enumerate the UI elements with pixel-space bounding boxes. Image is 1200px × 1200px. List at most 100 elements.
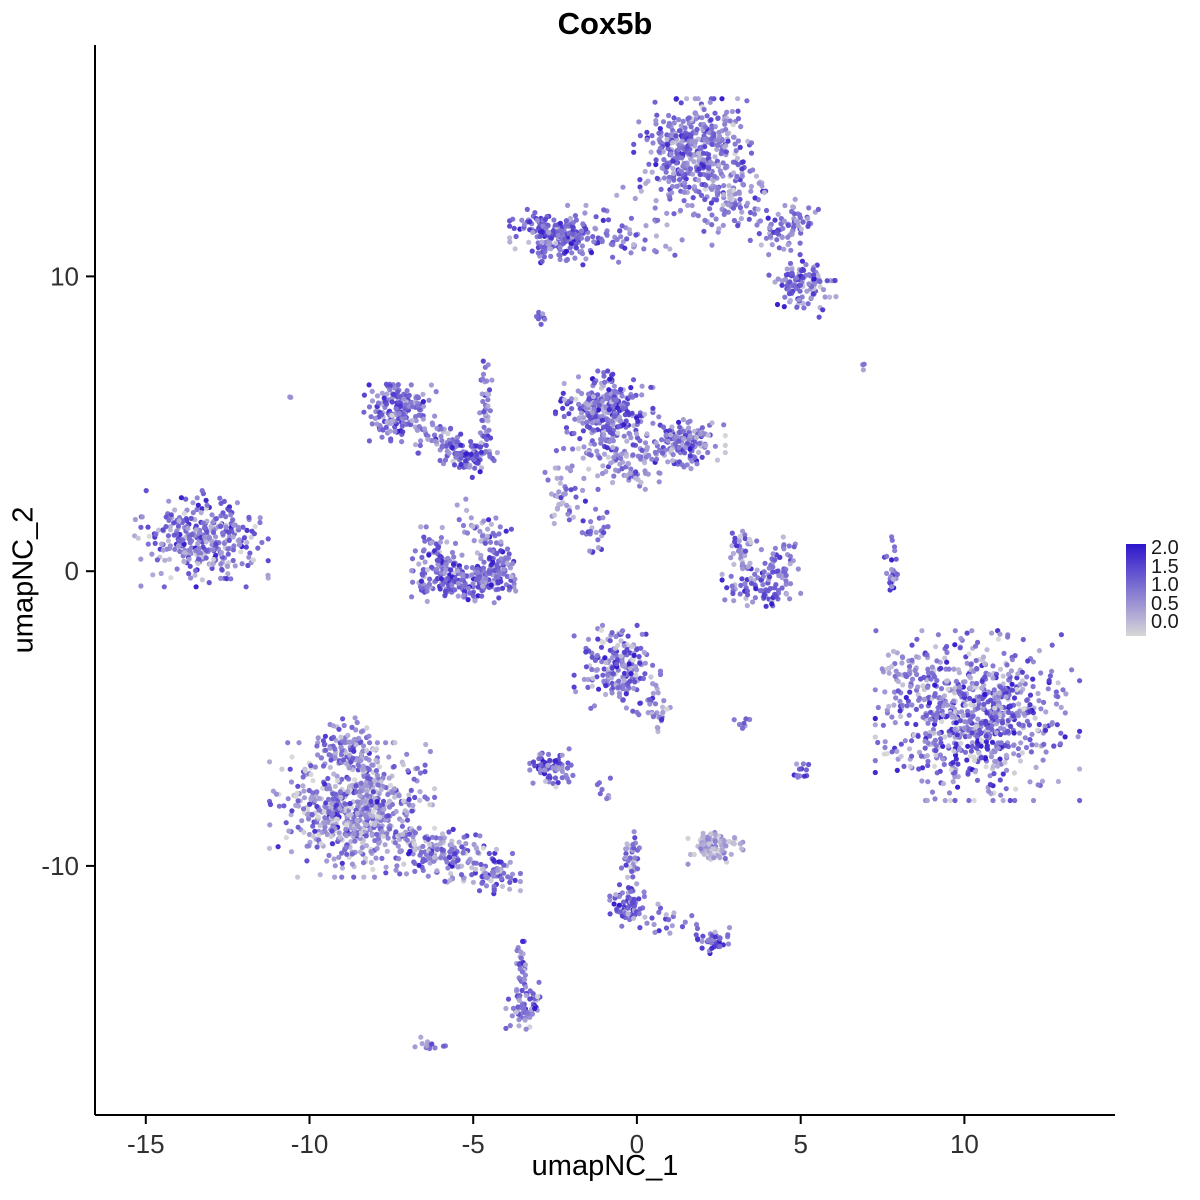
data-point [715, 115, 721, 121]
data-point [654, 456, 660, 462]
data-point [704, 113, 710, 119]
data-point [774, 301, 781, 308]
data-point [634, 709, 640, 715]
data-point [891, 702, 897, 708]
data-point [557, 256, 563, 263]
data-point [637, 177, 643, 183]
data-point [689, 138, 695, 145]
data-point [691, 211, 698, 217]
data-point [753, 173, 760, 179]
data-point [223, 524, 229, 530]
data-point [178, 495, 184, 501]
data-point [675, 156, 681, 162]
data-point [213, 541, 219, 547]
data-point [332, 783, 338, 790]
data-point [1009, 657, 1016, 663]
data-point [466, 464, 473, 470]
data-point [971, 757, 978, 764]
data-point [984, 710, 990, 716]
data-point [588, 452, 594, 458]
data-point [761, 591, 768, 598]
data-point [354, 822, 360, 828]
data-point [724, 131, 731, 137]
data-point [539, 229, 545, 235]
data-point [941, 693, 948, 699]
data-point [374, 845, 380, 852]
data-point [438, 855, 444, 861]
data-point [370, 866, 376, 873]
data-point [504, 546, 511, 552]
data-point [709, 141, 715, 147]
data-point [981, 701, 987, 708]
data-point [906, 746, 913, 752]
data-point [351, 831, 357, 837]
data-point [1004, 767, 1010, 773]
data-point [374, 746, 380, 752]
data-point [343, 822, 350, 828]
data-point [199, 577, 205, 583]
data-point [635, 418, 641, 424]
data-point [300, 783, 306, 789]
data-point [576, 415, 582, 421]
data-point [757, 218, 764, 224]
data-point [627, 470, 633, 476]
data-point [135, 535, 141, 541]
data-point [232, 563, 238, 569]
data-point [653, 157, 659, 163]
data-point [436, 557, 442, 563]
data-point [551, 217, 557, 223]
data-point [657, 145, 664, 151]
data-point [381, 395, 387, 401]
data-point [611, 473, 617, 479]
data-point [310, 790, 316, 796]
data-point [614, 192, 620, 198]
data-point [674, 151, 680, 157]
data-point [458, 431, 464, 437]
data-point [705, 175, 712, 181]
data-point [721, 192, 727, 198]
data-point [460, 583, 466, 589]
data-point [636, 654, 642, 660]
data-point [700, 150, 707, 156]
data-point [619, 466, 625, 472]
data-point [810, 267, 816, 273]
data-point [228, 512, 234, 518]
data-point [580, 415, 587, 421]
data-point [424, 567, 431, 573]
data-point [944, 643, 950, 650]
data-point [364, 775, 371, 781]
data-point [213, 552, 219, 558]
data-point [940, 781, 947, 787]
data-point [714, 457, 721, 463]
data-point [308, 763, 314, 769]
data-point [218, 575, 224, 582]
data-point [459, 552, 465, 558]
data-point [548, 253, 554, 259]
data-point [471, 538, 477, 544]
data-point [356, 735, 362, 742]
data-point [586, 402, 592, 408]
data-point [255, 545, 261, 551]
data-point [708, 200, 715, 206]
data-point [756, 231, 762, 237]
data-point [678, 169, 685, 175]
data-point [904, 703, 910, 709]
data-point [393, 867, 399, 873]
data-point [650, 405, 656, 411]
data-point [975, 698, 982, 704]
data-point [488, 582, 494, 588]
data-point [789, 270, 795, 276]
data-point [568, 762, 574, 768]
data-point [181, 558, 187, 564]
data-point [806, 761, 812, 768]
data-point [701, 136, 708, 142]
data-point [601, 530, 607, 536]
data-point [421, 547, 427, 553]
data-point [251, 531, 257, 537]
data-point [401, 861, 407, 867]
data-point [412, 847, 418, 853]
data-point [734, 173, 740, 179]
data-point [193, 584, 199, 590]
data-point [684, 145, 690, 151]
data-point [550, 765, 556, 771]
